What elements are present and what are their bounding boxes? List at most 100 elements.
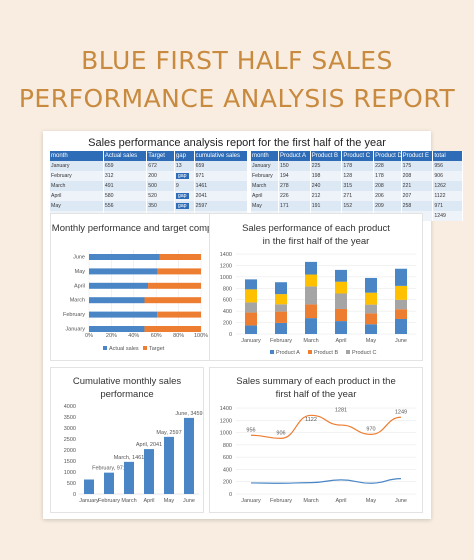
chart-title: Cumulative monthly sales performance [72, 376, 182, 400]
x-tick-label: May [366, 498, 377, 504]
table-cell[interactable]: April [50, 191, 104, 201]
x-tick-label: 100% [194, 333, 208, 339]
table-row: May 171 191 152 209 258 971 [251, 201, 463, 211]
table-cell[interactable]: May [50, 201, 104, 211]
table-cell[interactable]: 2597 [194, 201, 249, 211]
sales-summary-chart[interactable]: Sales summary of each product in the fir… [209, 367, 423, 513]
table-cell[interactable]: 659 [194, 161, 249, 171]
table-cell[interactable]: 200 [146, 171, 175, 181]
stacked-segment [365, 292, 377, 305]
y-tick-label: 200 [223, 321, 232, 327]
table-cell[interactable]: 225 [310, 161, 343, 171]
table-cell[interactable]: 228 [373, 161, 402, 171]
table-cell[interactable]: 672 [146, 161, 175, 171]
table-cell[interactable]: 198 [310, 171, 343, 181]
series-line [250, 414, 402, 439]
table-cell[interactable]: 171 [278, 201, 311, 211]
table-cell[interactable]: April [251, 191, 279, 201]
table-cell[interactable]: 221 [401, 181, 434, 191]
column-header[interactable]: Product D [373, 151, 402, 161]
chart-title: Sales performance of each product in the… [242, 223, 390, 247]
column-header[interactable]: Product E [401, 151, 434, 161]
table-cell[interactable]: 315 [341, 181, 375, 191]
table-cell[interactable]: 1262 [432, 181, 463, 191]
performance-target-chart[interactable]: Monthly performance and target compariso… [50, 213, 240, 361]
table-cell[interactable]: 2041 [194, 191, 249, 201]
table-cell[interactable]: gap [174, 191, 195, 201]
column-header[interactable]: Actual sales [103, 151, 148, 161]
table-cell[interactable]: 208 [373, 181, 402, 191]
table-cell[interactable]: 271 [341, 191, 375, 201]
table-cell[interactable]: 191 [310, 201, 343, 211]
table-cell[interactable]: 178 [373, 171, 402, 181]
table-cell[interactable]: gap [174, 171, 195, 181]
column-header[interactable]: gap [174, 151, 195, 161]
column-header[interactable]: month [251, 151, 279, 161]
table-cell[interactable]: 194 [278, 171, 311, 181]
table-cell[interactable]: 580 [103, 191, 148, 201]
table-cell[interactable]: February [50, 171, 104, 181]
table-cell[interactable]: 209 [373, 201, 402, 211]
table-cell[interactable]: 175 [401, 161, 434, 171]
column-header[interactable]: Product B [310, 151, 343, 161]
table-cell[interactable]: 520 [146, 191, 175, 201]
table-cell[interactable]: January [251, 161, 279, 171]
table-cell[interactable]: 491 [103, 181, 148, 191]
y-tick-label: 600 [223, 455, 232, 461]
table-cell[interactable]: 207 [401, 191, 434, 201]
stacked-segment [305, 261, 317, 275]
table-cell[interactable]: January [50, 161, 104, 171]
stacked-segment [395, 268, 407, 286]
column-header[interactable]: Product A [278, 151, 311, 161]
table-cell[interactable]: 208 [401, 171, 434, 181]
stacked-segment [395, 299, 407, 310]
x-tick-label: April [335, 498, 346, 504]
table-cell[interactable]: 659 [103, 161, 148, 171]
table-cell[interactable]: March [251, 181, 279, 191]
table-cell[interactable]: 971 [432, 201, 463, 211]
table-cell[interactable]: 206 [373, 191, 402, 201]
table-cell[interactable]: 278 [278, 181, 311, 191]
table-cell[interactable]: 500 [146, 181, 175, 191]
table-cell[interactable]: February [251, 171, 279, 181]
bar-actual-sales [89, 282, 149, 289]
table-cell[interactable]: 971 [194, 171, 249, 181]
legend-swatch [270, 350, 274, 354]
table-cell[interactable]: 956 [432, 161, 463, 171]
table-cell[interactable]: 350 [146, 201, 175, 211]
table-cell[interactable]: 128 [341, 171, 375, 181]
cumulative-sales-chart[interactable]: Cumulative monthly sales performance 0 50… [50, 367, 204, 513]
product-sales-chart[interactable]: Sales performance of each product in the… [209, 213, 423, 361]
table-cell[interactable]: 178 [341, 161, 375, 171]
table-cell[interactable]: 150 [278, 161, 311, 171]
table-cell[interactable]: 1249 [432, 211, 463, 221]
column-header[interactable]: month [50, 151, 104, 161]
table-cell[interactable]: gap [174, 201, 195, 211]
table-cell[interactable]: 258 [401, 201, 434, 211]
table-cell[interactable]: 906 [432, 171, 463, 181]
y-tick-label: 0 [229, 332, 232, 338]
table-cell[interactable]: March [50, 181, 104, 191]
table-cell[interactable]: 226 [278, 191, 311, 201]
table-cell[interactable]: May [251, 201, 279, 211]
bar [104, 472, 114, 494]
column-header[interactable]: Target [146, 151, 175, 161]
y-tick-label: April [74, 283, 85, 289]
table-cell[interactable]: 312 [103, 171, 148, 181]
column-header[interactable]: Product C [341, 151, 375, 161]
table-cell[interactable]: 212 [310, 191, 343, 201]
stacked-segment [335, 281, 347, 294]
table-cell[interactable]: 1122 [432, 191, 463, 201]
gap-flag: gap [175, 193, 189, 199]
table-cell[interactable]: 13 [174, 161, 195, 171]
column-header[interactable]: cumulative sales [194, 151, 249, 161]
bar-actual-sales [89, 297, 145, 304]
legend-swatch [143, 346, 147, 350]
table-cell[interactable]: 9 [174, 181, 195, 191]
table-row: February 312 200 gap 971 [50, 171, 249, 181]
table-cell[interactable]: 152 [341, 201, 375, 211]
column-header[interactable]: total [432, 151, 463, 161]
table-cell[interactable]: 556 [103, 201, 148, 211]
table-cell[interactable]: 240 [310, 181, 343, 191]
table-cell[interactable]: 1461 [194, 181, 249, 191]
